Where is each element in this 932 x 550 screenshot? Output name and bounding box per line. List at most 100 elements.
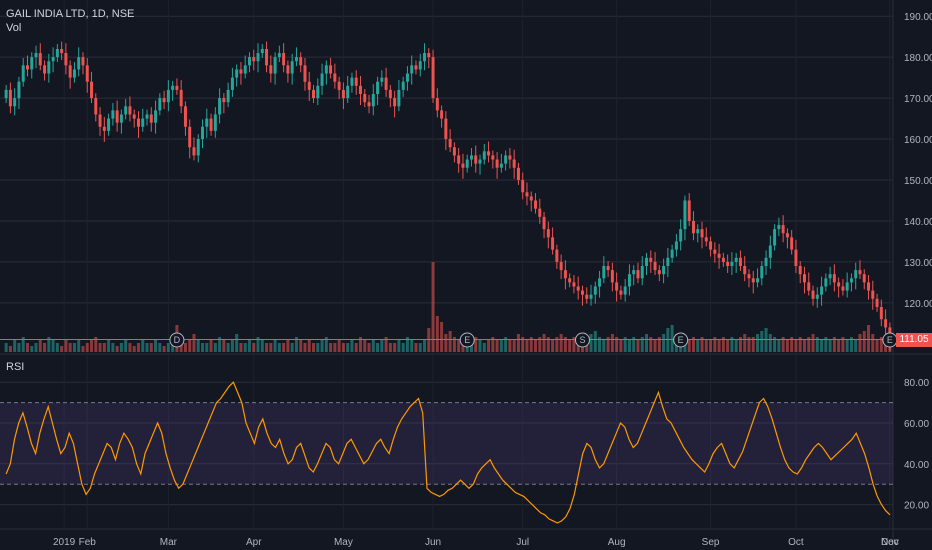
volume-bar: [376, 343, 380, 352]
event-marker[interactable]: S: [574, 332, 590, 348]
volume-bar: [645, 334, 649, 352]
volume-bar: [303, 343, 307, 352]
candle-body: [504, 155, 508, 164]
volume-bar: [487, 340, 491, 352]
volume-bar: [25, 343, 29, 352]
candle-body: [427, 53, 431, 58]
candle-body: [632, 270, 636, 275]
candle-body: [30, 57, 34, 70]
volume-bar: [90, 340, 94, 352]
event-marker[interactable]: E: [673, 332, 689, 348]
volume-bar: [555, 337, 559, 352]
event-marker-label: S: [579, 335, 585, 345]
volume-bar: [807, 337, 811, 352]
candle-body: [175, 85, 179, 90]
candle-body: [546, 229, 550, 238]
candle-body: [55, 48, 59, 58]
volume-bar: [841, 337, 845, 352]
volume-bar: [286, 340, 290, 352]
candle-body: [341, 89, 345, 99]
candle-body: [756, 278, 760, 283]
volume-bar: [363, 340, 367, 352]
volume-bar: [657, 337, 661, 352]
candle-body: [98, 114, 102, 127]
volume-bar: [858, 334, 862, 352]
candle-body: [124, 106, 128, 115]
candle-body: [265, 48, 269, 66]
candle-body: [303, 65, 307, 82]
candle-body: [832, 274, 836, 283]
volume-bar: [798, 337, 802, 352]
volume-bar: [717, 340, 721, 352]
rsi-tick-label: 20.00: [904, 501, 929, 512]
volume-bar: [13, 340, 17, 352]
x-tick-label: Oct: [788, 537, 804, 548]
candle-body: [354, 77, 358, 86]
candle-body: [371, 94, 375, 107]
x-tick-label: May: [334, 537, 353, 548]
volume-bar: [273, 340, 277, 352]
volume-bar: [282, 343, 286, 352]
x-tick-label: Sep: [702, 537, 720, 548]
event-marker[interactable]: E: [882, 332, 898, 348]
volume-bar: [371, 340, 375, 352]
candle-body: [781, 225, 785, 234]
volume-bar: [709, 340, 713, 352]
volume-bar: [401, 343, 405, 352]
candle-body: [704, 237, 708, 242]
event-marker[interactable]: D: [169, 332, 185, 348]
candle-body: [666, 257, 670, 266]
candle-body: [388, 89, 392, 99]
candle-body: [499, 163, 503, 168]
candle-body: [538, 208, 542, 217]
candle-body: [662, 266, 666, 275]
x-tick-label: Jun: [425, 537, 441, 548]
candle-body: [593, 286, 597, 295]
volume-bar: [329, 343, 333, 352]
rsi-tick-label: 80.00: [904, 378, 929, 389]
volume-bar: [320, 340, 324, 352]
volume-bar: [51, 340, 55, 352]
candle-body: [743, 266, 747, 275]
volume-bar: [290, 343, 294, 352]
volume-bar: [875, 340, 879, 352]
event-marker[interactable]: E: [459, 332, 475, 348]
x-tick-label: Jul: [516, 537, 529, 548]
volume-bar: [589, 334, 593, 352]
candle-body: [376, 81, 380, 94]
volume-bar: [124, 340, 128, 352]
volume-bar: [832, 337, 836, 352]
candle-body: [683, 200, 687, 230]
x-tick-label: Dec: [881, 537, 899, 548]
volume-bar: [435, 316, 439, 352]
volume-bar: [205, 343, 209, 352]
event-marker-label: E: [464, 335, 470, 345]
candle-body: [854, 270, 858, 279]
volume-bar: [410, 340, 414, 352]
candle-body: [606, 266, 610, 271]
volume-bar: [418, 343, 422, 352]
volume-bar: [760, 331, 764, 352]
volume-bar: [777, 340, 781, 352]
volume-bar: [188, 340, 192, 352]
volume-bar: [785, 340, 789, 352]
candle-body: [252, 57, 256, 62]
candle-body: [179, 89, 183, 107]
volume-bar: [4, 343, 8, 352]
volume-bar: [388, 343, 392, 352]
candle-body: [713, 249, 717, 254]
candle-body: [43, 65, 47, 74]
volume-bar: [201, 343, 205, 352]
candle-body: [794, 249, 798, 266]
volume-bar: [495, 340, 499, 352]
volume-bar: [350, 340, 354, 352]
volume-bar: [222, 340, 226, 352]
candle-body: [384, 77, 388, 90]
volume-bar: [452, 337, 456, 352]
volume-bar: [845, 340, 849, 352]
volume-bar: [768, 334, 772, 352]
volume-bar: [627, 340, 631, 352]
rsi-tick-label: 40.00: [904, 460, 929, 471]
